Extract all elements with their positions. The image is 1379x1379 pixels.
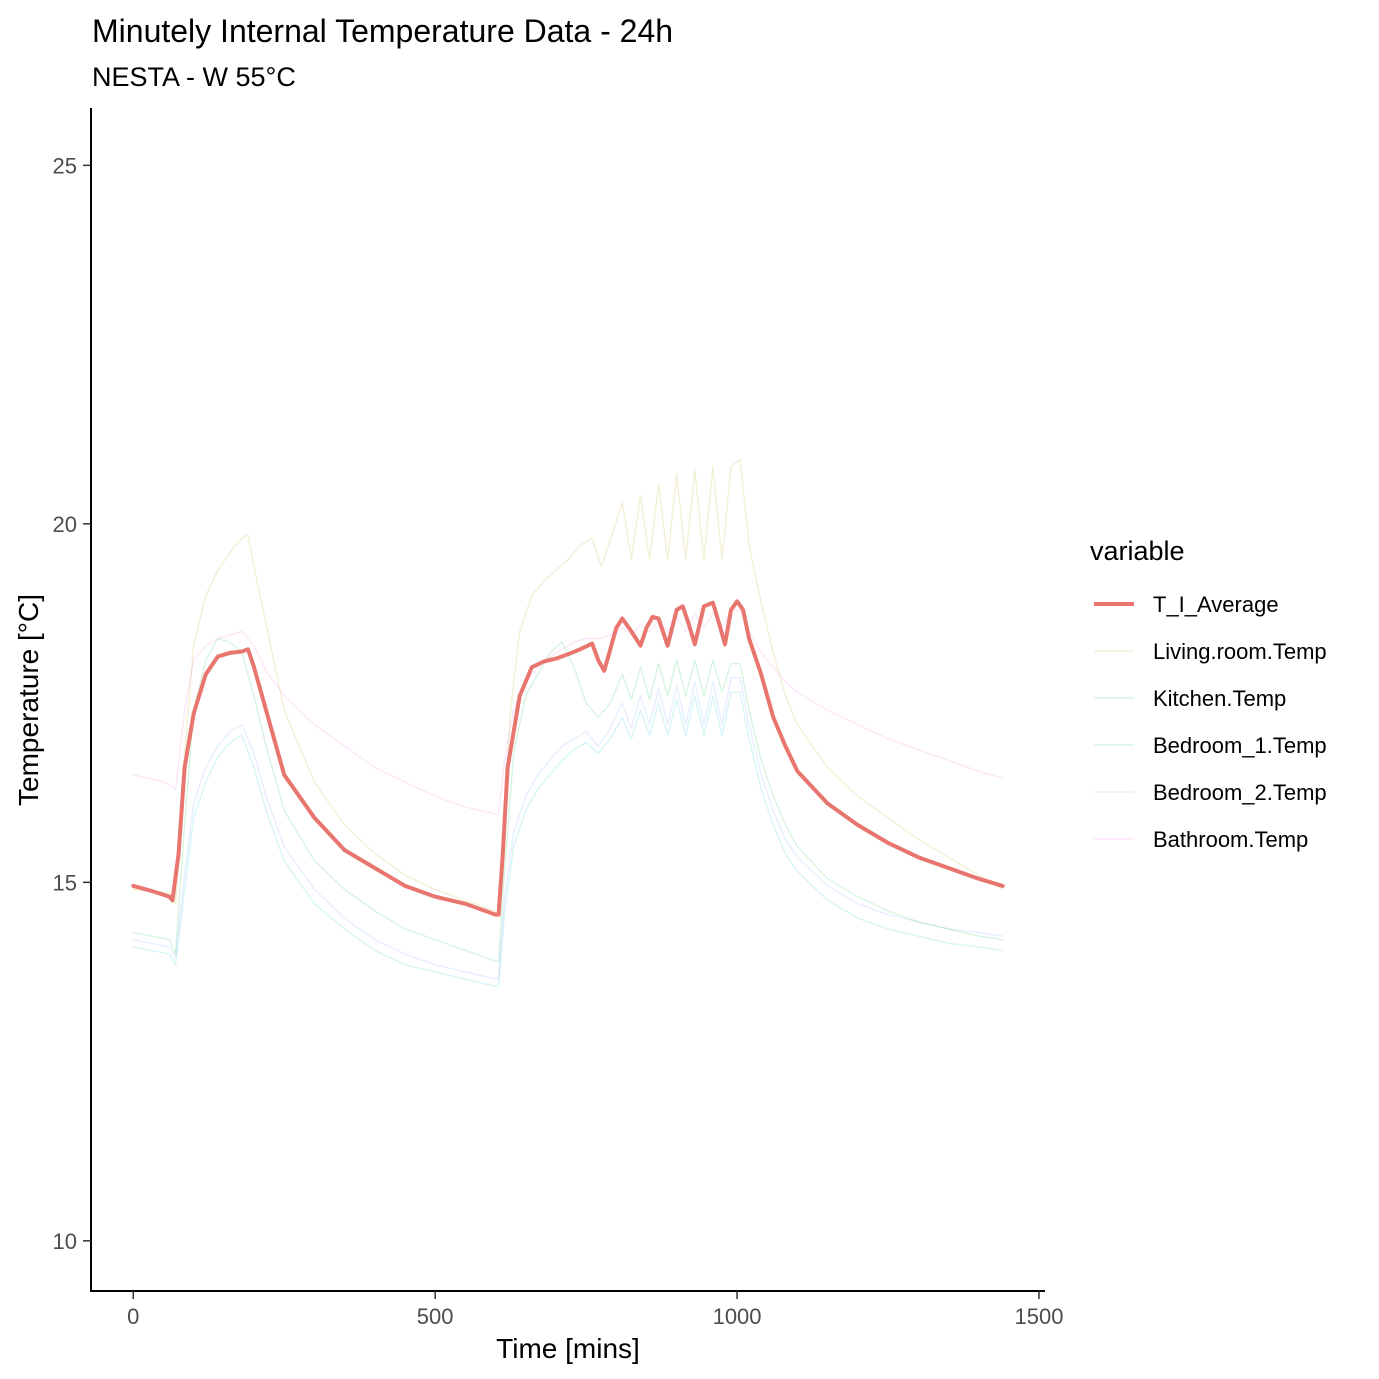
series-line-bathroom-temp bbox=[132, 609, 1004, 815]
y-tick-label: 15 bbox=[53, 870, 77, 895]
x-tick-label: 1000 bbox=[713, 1304, 762, 1329]
legend-label-bathroom-temp: Bathroom.Temp bbox=[1153, 827, 1308, 852]
legend-label-t-i-average: T_I_Average bbox=[1153, 592, 1279, 617]
y-tick-label: 25 bbox=[53, 153, 77, 178]
series-line-bedroom-2-temp bbox=[132, 677, 1004, 980]
series-line-living-room-temp bbox=[132, 458, 1004, 916]
legend-label-bedroom-1-temp: Bedroom_1.Temp bbox=[1153, 733, 1327, 758]
y-tick-label: 10 bbox=[53, 1229, 77, 1254]
x-axis-title: Time [mins] bbox=[496, 1333, 640, 1364]
x-tick-label: 500 bbox=[417, 1304, 454, 1329]
legend-title: variable bbox=[1090, 536, 1185, 566]
chart-subtitle: NESTA - W 55°C bbox=[92, 62, 296, 92]
y-tick-label: 20 bbox=[53, 512, 77, 537]
x-tick-label: 0 bbox=[127, 1304, 139, 1329]
legend: T_I_Average Living.room.Temp Kitchen.Temp B… bbox=[1094, 592, 1327, 852]
x-tick-label: 1500 bbox=[1014, 1304, 1063, 1329]
series-line-kitchen-temp bbox=[132, 637, 1004, 962]
axis-ticks: 0 500 1000 1500 10 15 20 25 bbox=[53, 153, 1064, 1329]
chart-title: Minutely Internal Temperature Data - 24h bbox=[92, 13, 673, 49]
series-line-t-i-average bbox=[131, 599, 1005, 917]
legend-label-kitchen-temp: Kitchen.Temp bbox=[1153, 686, 1286, 711]
legend-label-living-room-temp: Living.room.Temp bbox=[1153, 639, 1327, 664]
plot-area bbox=[131, 458, 1005, 987]
series-line-bedroom-1-temp bbox=[132, 691, 1004, 987]
legend-label-bedroom-2-temp: Bedroom_2.Temp bbox=[1153, 780, 1327, 805]
y-axis-title: Temperature [°C] bbox=[13, 594, 44, 806]
